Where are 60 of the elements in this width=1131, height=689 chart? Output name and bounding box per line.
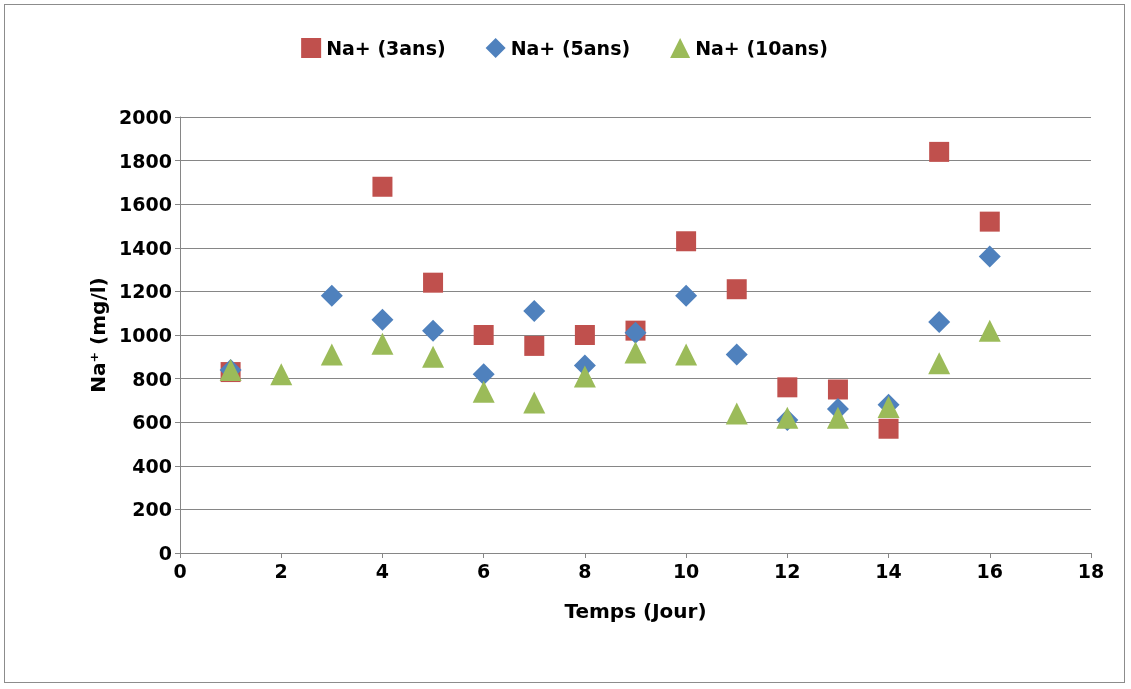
point [573,365,596,388]
point [675,284,698,307]
x-tick-label: 0 [173,559,187,582]
point [372,176,393,197]
y-tick-label: 1000 [119,324,172,346]
x-tick-label: 10 [672,559,700,582]
point [826,406,849,429]
point [423,272,444,293]
point [929,141,950,162]
point [676,231,697,252]
x-tick-label: 6 [477,559,491,582]
legend-label: Na+ (10ans) [695,37,828,59]
point [472,363,495,386]
point [726,279,747,300]
x-tick-label: 14 [875,559,902,582]
x-tick-label: 8 [578,559,592,582]
point [725,402,748,425]
x-tick-label: 12 [774,559,801,582]
point [725,343,748,366]
y-tick-label: 2000 [119,106,172,128]
point [878,418,899,439]
legend-label: Na+ (3ans) [326,37,446,59]
point [777,377,798,398]
point [320,343,343,366]
point [422,319,445,342]
point [928,310,951,333]
point [624,341,647,364]
y-tick-label: 200 [132,498,172,521]
y-axis-title: Na⁺ (mg/l) [86,277,111,393]
point [978,319,1001,342]
point [523,391,546,414]
y-tick-label: 800 [132,367,172,390]
point [270,363,293,386]
point [978,245,1001,268]
point [574,325,595,345]
y-tick-label: 1800 [119,149,172,172]
y-tick-label: 1400 [119,236,172,259]
x-tick-label: 18 [1077,559,1105,582]
point [979,211,1000,232]
point [524,335,545,356]
point [675,343,698,366]
point [371,308,394,331]
point [320,284,343,307]
x-axis-title: Temps (Jour) [564,599,707,623]
point [422,345,445,368]
x-tick-label: 4 [375,559,390,582]
point [928,352,951,375]
y-tick-label: 1600 [119,193,172,216]
y-tick-label: 400 [132,454,172,477]
y-tick-label: 1200 [119,280,172,303]
point [523,300,546,323]
y-tick-label: 0 [158,542,172,564]
point [827,379,848,400]
y-tick-label: 600 [132,411,172,434]
point [473,325,494,345]
point [371,332,394,355]
x-tick-label: 16 [976,559,1003,582]
x-tick-label: 2 [274,559,288,582]
point [472,380,495,403]
legend-label: Na+ (5ans) [510,37,631,59]
